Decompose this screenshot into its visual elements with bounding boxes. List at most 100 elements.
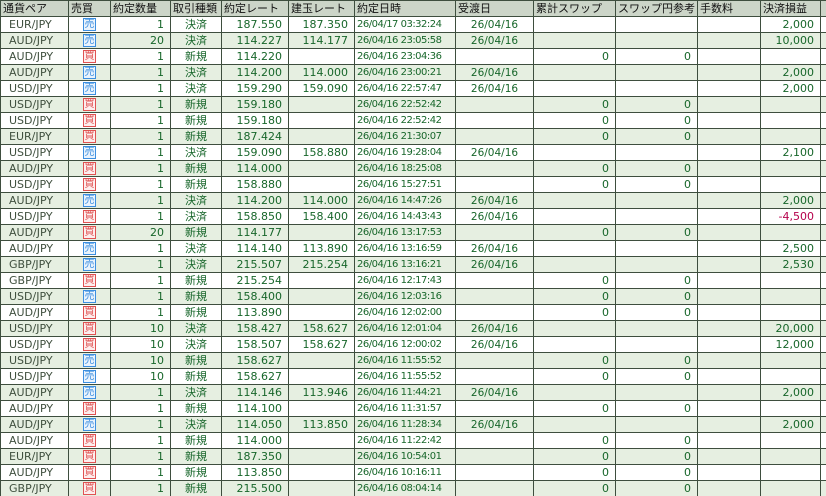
cell-qty: 1 bbox=[110, 80, 171, 97]
cell-swap-yen bbox=[615, 256, 698, 273]
side-badge: 売 bbox=[83, 418, 96, 431]
table-row[interactable]: GBP/JPY 買 1 新規 215.254 26/04/16 12:17:43… bbox=[0, 272, 826, 289]
col-header-rate[interactable]: 約定レート bbox=[221, 0, 289, 17]
table-row[interactable]: AUD/JPY 買 20 新規 114.177 26/04/16 13:17:5… bbox=[0, 224, 826, 241]
table-row[interactable]: EUR/JPY 売 1 決済 187.550 187.350 26/04/17 … bbox=[0, 16, 826, 33]
cell-pl: 2,000 bbox=[760, 80, 821, 97]
col-header-swap-yen[interactable]: スワップ円参考 bbox=[615, 0, 698, 17]
cell-side: 買 bbox=[68, 304, 111, 321]
table-row[interactable]: GBP/JPY 買 1 新規 215.500 26/04/16 08:04:14… bbox=[0, 480, 826, 496]
cell-datetime: 26/04/16 11:55:52 bbox=[354, 368, 456, 385]
cell-pair: EUR/JPY bbox=[0, 448, 69, 465]
cell-swap-yen bbox=[615, 64, 698, 81]
cell-swap: 0 bbox=[533, 288, 616, 305]
cell-value-date: 26/04/16 bbox=[455, 336, 534, 353]
col-header-open-rate[interactable]: 建玉レート bbox=[288, 0, 355, 17]
cell-open-rate: 113.890 bbox=[288, 240, 355, 257]
cell-type: 新規 bbox=[170, 112, 222, 129]
cell-type: 新規 bbox=[170, 448, 222, 465]
cell-sliver bbox=[820, 336, 826, 353]
table-row[interactable]: AUD/JPY 売 20 決済 114.227 114.177 26/04/16… bbox=[0, 32, 826, 49]
cell-side: 買 bbox=[68, 400, 111, 417]
table-row[interactable]: USD/JPY 買 10 決済 158.427 158.627 26/04/16… bbox=[0, 320, 826, 337]
table-row[interactable]: EUR/JPY 買 1 新規 187.424 26/04/16 21:30:07… bbox=[0, 128, 826, 145]
col-header-type[interactable]: 取引種類 bbox=[170, 0, 222, 17]
cell-open-rate: 159.090 bbox=[288, 80, 355, 97]
cell-fee bbox=[697, 400, 761, 417]
table-row[interactable]: AUD/JPY 買 1 新規 114.100 26/04/16 11:31:57… bbox=[0, 400, 826, 417]
table-row[interactable]: AUD/JPY 買 1 新規 113.850 26/04/16 10:16:11… bbox=[0, 464, 826, 481]
cell-side: 売 bbox=[68, 384, 111, 401]
col-header-datetime[interactable]: 約定日時 bbox=[354, 0, 456, 17]
col-header-qty[interactable]: 約定数量 bbox=[110, 0, 171, 17]
cell-sliver bbox=[820, 224, 826, 241]
side-badge: 売 bbox=[83, 194, 96, 207]
cell-datetime: 26/04/16 12:17:43 bbox=[354, 272, 456, 289]
table-row[interactable]: USD/JPY 買 1 新規 158.880 26/04/16 15:27:51… bbox=[0, 176, 826, 193]
cell-datetime: 26/04/16 08:04:14 bbox=[354, 480, 456, 496]
cell-pl: 2,530 bbox=[760, 256, 821, 273]
table-row[interactable]: USD/JPY 買 1 決済 158.850 158.400 26/04/16 … bbox=[0, 208, 826, 225]
table-row[interactable]: USD/JPY 買 1 新規 159.180 26/04/16 22:52:42… bbox=[0, 96, 826, 113]
cell-open-rate bbox=[288, 160, 355, 177]
cell-side: 買 bbox=[68, 320, 111, 337]
table-row[interactable]: AUD/JPY 売 1 決済 114.146 113.946 26/04/16 … bbox=[0, 384, 826, 401]
cell-pair: GBP/JPY bbox=[0, 256, 69, 273]
table-row[interactable]: GBP/JPY 売 1 決済 215.507 215.254 26/04/16 … bbox=[0, 256, 826, 273]
col-header-swap[interactable]: 累計スワップ bbox=[533, 0, 616, 17]
cell-fee bbox=[697, 416, 761, 433]
table-row[interactable]: AUD/JPY 買 1 新規 114.000 26/04/16 18:25:08… bbox=[0, 160, 826, 177]
table-row[interactable]: USD/JPY 買 10 決済 158.507 158.627 26/04/16… bbox=[0, 336, 826, 353]
cell-side: 買 bbox=[68, 336, 111, 353]
table-row[interactable]: USD/JPY 売 10 新規 158.627 26/04/16 11:55:5… bbox=[0, 352, 826, 369]
cell-swap-yen: 0 bbox=[615, 112, 698, 129]
table-row[interactable]: AUD/JPY 買 1 新規 114.000 26/04/16 11:22:42… bbox=[0, 432, 826, 449]
cell-datetime: 26/04/16 14:43:43 bbox=[354, 208, 456, 225]
cell-pl bbox=[760, 160, 821, 177]
table-row[interactable]: USD/JPY 売 10 新規 158.627 26/04/16 11:55:5… bbox=[0, 368, 826, 385]
table-row[interactable]: AUD/JPY 売 1 決済 114.050 113.850 26/04/16 … bbox=[0, 416, 826, 433]
table-row[interactable]: USD/JPY 買 1 新規 159.180 26/04/16 22:52:42… bbox=[0, 112, 826, 129]
cell-qty: 20 bbox=[110, 32, 171, 49]
cell-type: 新規 bbox=[170, 368, 222, 385]
cell-open-rate bbox=[288, 176, 355, 193]
cell-rate: 114.227 bbox=[221, 32, 289, 49]
cell-side: 売 bbox=[68, 16, 111, 33]
cell-side: 売 bbox=[68, 352, 111, 369]
side-badge: 売 bbox=[83, 386, 96, 399]
side-badge: 買 bbox=[83, 274, 96, 287]
cell-rate: 114.000 bbox=[221, 432, 289, 449]
cell-datetime: 26/04/16 22:52:42 bbox=[354, 112, 456, 129]
table-row[interactable]: AUD/JPY 売 1 決済 114.140 113.890 26/04/16 … bbox=[0, 240, 826, 257]
cell-swap bbox=[533, 16, 616, 33]
cell-pair: AUD/JPY bbox=[0, 240, 69, 257]
cell-pl bbox=[760, 112, 821, 129]
table-row[interactable]: EUR/JPY 買 1 新規 187.350 26/04/16 10:54:01… bbox=[0, 448, 826, 465]
col-header-fee[interactable]: 手数料 bbox=[697, 0, 761, 17]
table-row[interactable]: USD/JPY 売 1 新規 158.400 26/04/16 12:03:16… bbox=[0, 288, 826, 305]
col-header-value-date[interactable]: 受渡日 bbox=[455, 0, 534, 17]
table-header: 通貨ペア 売買 約定数量 取引種類 約定レート 建玉レート 約定日時 受渡日 累… bbox=[0, 0, 826, 17]
cell-side: 買 bbox=[68, 176, 111, 193]
table-row[interactable]: AUD/JPY 売 1 決済 114.200 114.000 26/04/16 … bbox=[0, 64, 826, 81]
cell-sliver bbox=[820, 368, 826, 385]
cell-qty: 10 bbox=[110, 336, 171, 353]
cell-rate: 187.424 bbox=[221, 128, 289, 145]
table-row[interactable]: AUD/JPY 買 1 新規 114.220 26/04/16 23:04:36… bbox=[0, 48, 826, 65]
cell-pair: USD/JPY bbox=[0, 176, 69, 193]
table-row[interactable]: AUD/JPY 買 1 新規 113.890 26/04/16 12:02:00… bbox=[0, 304, 826, 321]
cell-sliver bbox=[820, 240, 826, 257]
col-header-pl[interactable]: 決済損益 bbox=[760, 0, 821, 17]
cell-datetime: 26/04/16 14:47:26 bbox=[354, 192, 456, 209]
cell-sliver bbox=[820, 352, 826, 369]
table-row[interactable]: USD/JPY 売 1 決済 159.090 158.880 26/04/16 … bbox=[0, 144, 826, 161]
cell-qty: 1 bbox=[110, 176, 171, 193]
side-badge: 売 bbox=[83, 258, 96, 271]
col-header-pair[interactable]: 通貨ペア bbox=[0, 0, 69, 17]
table-row[interactable]: USD/JPY 売 1 決済 159.290 159.090 26/04/16 … bbox=[0, 80, 826, 97]
cell-value-date bbox=[455, 96, 534, 113]
cell-rate: 114.000 bbox=[221, 160, 289, 177]
table-row[interactable]: AUD/JPY 売 1 決済 114.200 114.000 26/04/16 … bbox=[0, 192, 826, 209]
cell-fee bbox=[697, 128, 761, 145]
col-header-side[interactable]: 売買 bbox=[68, 0, 111, 17]
